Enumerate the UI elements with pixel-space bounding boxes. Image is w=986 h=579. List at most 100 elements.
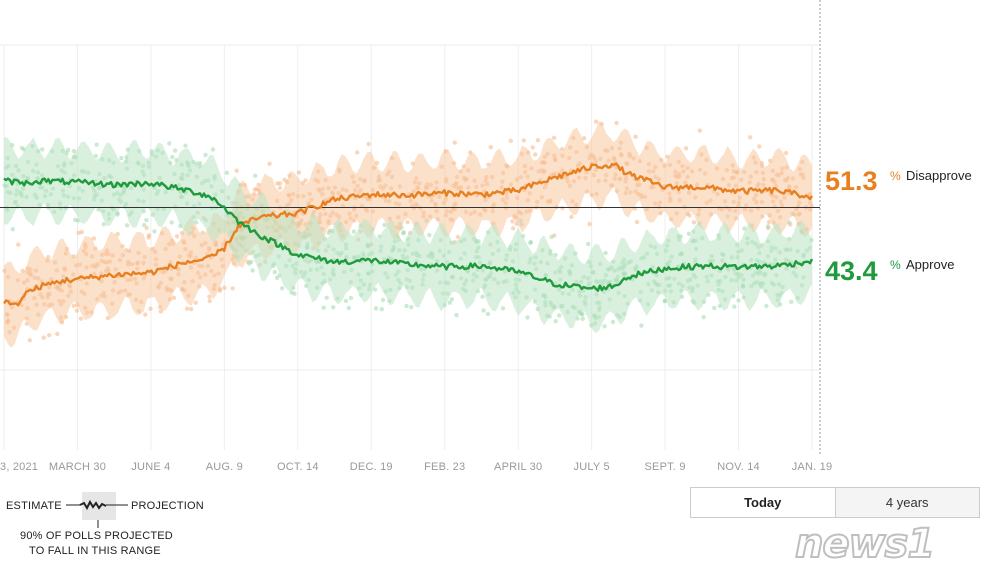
approve-poll-dot <box>580 316 585 321</box>
four-years-toggle-button[interactable]: 4 years <box>835 488 979 517</box>
approve-poll-dot <box>167 141 172 146</box>
approve-poll-dot <box>602 324 607 329</box>
disapprove-value: 51.3 <box>825 166 878 196</box>
legend-estimate: ESTIMATE <box>6 500 62 512</box>
disapprove-poll-dot <box>559 147 565 152</box>
approve-poll-dot <box>528 240 533 246</box>
approve-poll-dot <box>210 147 216 152</box>
disapprove-poll-dot <box>144 225 149 231</box>
approve-poll-dot <box>326 230 331 235</box>
disapprove-poll-dot <box>207 294 212 299</box>
approve-poll-dot <box>194 220 199 225</box>
approve-percent-sign: % <box>890 258 901 272</box>
approve-poll-dot <box>500 306 506 311</box>
approve-poll-dot <box>346 305 351 311</box>
approve-poll-dot <box>119 155 124 161</box>
approve-poll-dot <box>639 323 644 328</box>
approve-poll-dot <box>10 227 15 232</box>
today-toggle-button[interactable]: Today <box>691 488 836 517</box>
approve-poll-dot <box>701 315 706 320</box>
x-tick-label: JAN. 19 <box>792 461 833 473</box>
disapprove-poll-dot <box>593 119 599 124</box>
approve-poll-dot <box>380 297 386 303</box>
approve-poll-dot <box>764 303 769 309</box>
disapprove-poll-dot <box>521 138 526 143</box>
approve-poll-dot <box>343 298 349 304</box>
approve-poll-dot <box>40 147 45 152</box>
disapprove-poll-dot <box>530 145 535 150</box>
chart-legend: ESTIMATE PROJECTION 90% OF POLLS PROJECT… <box>0 492 230 572</box>
estimate-line-sample <box>79 499 107 511</box>
approval-chart: 3, 2021 MARCH 30 JUNE 4 AUG. 9 OCT. 14 DEC. 1… <box>0 0 972 473</box>
x-tick-label: DEC. 19 <box>350 461 393 473</box>
approve-poll-dot <box>401 231 406 236</box>
x-tick-label: APRIL 30 <box>494 461 542 473</box>
approve-poll-dot <box>553 319 558 324</box>
approve-poll-dot <box>447 300 452 305</box>
disapprove-poll-dot <box>634 219 640 225</box>
disapprove-poll-dot <box>267 161 272 166</box>
disapprove-estimate-line <box>3 162 814 307</box>
disapprove-poll-dot <box>252 187 257 192</box>
approve-poll-dot <box>382 222 387 228</box>
disapprove-poll-dot <box>551 135 557 140</box>
legend-range-line1: 90% OF POLLS PROJECTED <box>20 530 173 542</box>
disapprove-poll-dot <box>230 286 235 291</box>
disapprove-confidence-band <box>4 121 812 348</box>
approve-poll-dot <box>280 286 285 291</box>
disapprove-poll-dot <box>222 285 227 290</box>
approve-poll-dot <box>603 250 608 256</box>
approve-poll-dot <box>331 305 336 310</box>
disapprove-poll-dot <box>27 338 32 343</box>
approve-poll-dot <box>144 218 149 223</box>
disapprove-poll-dot <box>193 300 198 305</box>
approve-poll-dot <box>224 170 230 175</box>
disapprove-poll-dot <box>697 128 702 133</box>
time-range-toggle: Today 4 years <box>690 487 980 518</box>
poll-dots-layer <box>2 119 814 343</box>
legend-graphic <box>66 492 128 528</box>
approve-poll-dot <box>373 306 379 311</box>
disapprove-label: Disapprove <box>906 168 972 183</box>
disapprove-poll-dot <box>510 219 515 224</box>
disapprove-poll-dot <box>455 234 461 240</box>
disapprove-poll-dot <box>171 295 177 300</box>
approve-estimate-line <box>3 177 814 292</box>
legend-projection: PROJECTION <box>131 500 204 512</box>
approve-poll-dot <box>557 313 562 318</box>
approve-label: Approve <box>906 257 954 272</box>
approve-poll-dot <box>712 305 717 311</box>
news1-watermark: news1 <box>793 510 981 574</box>
disapprove-percent-sign: % <box>890 169 901 183</box>
approve-poll-dot <box>101 222 106 227</box>
disapprove-poll-dot <box>614 120 619 126</box>
disapprove-poll-dot <box>581 136 587 141</box>
disapprove-poll-dot <box>148 306 153 311</box>
disapprove-poll-dot <box>687 213 692 218</box>
x-tick-label: JULY 5 <box>574 461 610 473</box>
approve-poll-dot <box>610 319 616 325</box>
disapprove-poll-dot <box>691 220 697 225</box>
disapprove-poll-dot <box>207 298 212 304</box>
disapprove-poll-dot <box>41 335 46 340</box>
disapprove-poll-dot <box>24 321 29 326</box>
disapprove-poll-dot <box>46 254 51 260</box>
disapprove-poll-dot <box>452 140 457 145</box>
approve-poll-dot <box>586 241 591 247</box>
approve-poll-dot <box>324 295 329 300</box>
approve-poll-dot <box>75 218 81 223</box>
disapprove-poll-dot <box>16 242 21 247</box>
approve-poll-dot <box>686 231 692 236</box>
disapprove-poll-dot <box>277 185 283 191</box>
x-tick-label: SEPT. 9 <box>645 461 686 473</box>
disapprove-poll-dot <box>79 229 85 235</box>
approve-poll-dot <box>553 252 558 258</box>
disapprove-poll-dot <box>115 231 120 237</box>
x-tick-label: NOV. 14 <box>717 461 760 473</box>
approve-poll-dot <box>249 259 254 265</box>
approve-poll-dot <box>549 234 554 240</box>
approve-poll-dot <box>765 224 771 229</box>
approve-poll-dot <box>449 297 455 302</box>
disapprove-poll-dot <box>508 138 513 143</box>
approve-poll-dot <box>662 298 668 304</box>
